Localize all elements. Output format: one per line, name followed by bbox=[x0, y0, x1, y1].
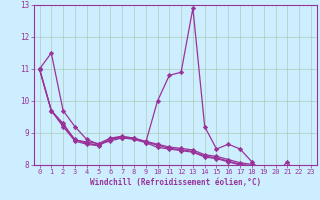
X-axis label: Windchill (Refroidissement éolien,°C): Windchill (Refroidissement éolien,°C) bbox=[90, 178, 261, 187]
